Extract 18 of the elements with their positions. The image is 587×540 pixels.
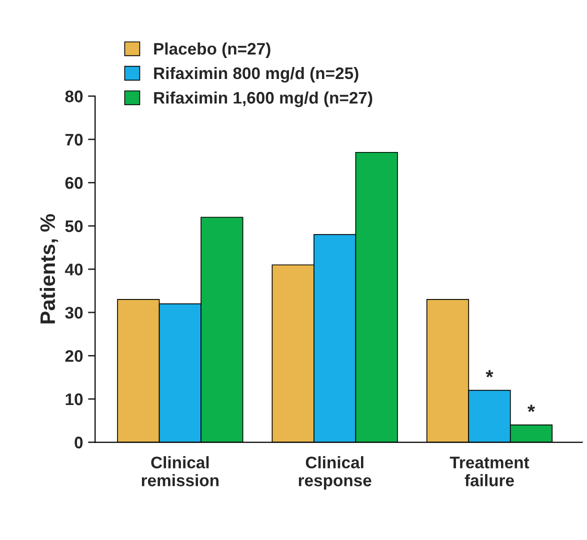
annotation: * [486, 370, 494, 378]
x-tick-label: Clinical remission [142, 456, 218, 486]
y-tick-label: 10 [66, 393, 83, 406]
y-tick-label: 50 [65, 220, 83, 232]
y-tick-label: 20 [65, 350, 83, 362]
y-tick-label: 70 [65, 134, 83, 146]
y-tick-label: 30 [65, 306, 83, 319]
y-tick-label: 40 [65, 264, 83, 276]
annotation: * [528, 404, 536, 412]
y-tick-label: 60 [65, 177, 83, 189]
legend-label: Placebo (n=27) [154, 42, 270, 58]
y-axis-title: Patients, % [40, 214, 58, 324]
y-tick-label: 80 [65, 90, 83, 102]
y-tick-label: 0 [74, 436, 83, 448]
legend-label: Rifaximin 800 mg/d (n=25) [154, 66, 358, 83]
x-tick-label: Clinical response [298, 456, 372, 490]
legend-label: Rifaximin 1,600 mg/d (n=27) [154, 91, 372, 108]
x-tick-label: Treatment failure [450, 456, 530, 486]
